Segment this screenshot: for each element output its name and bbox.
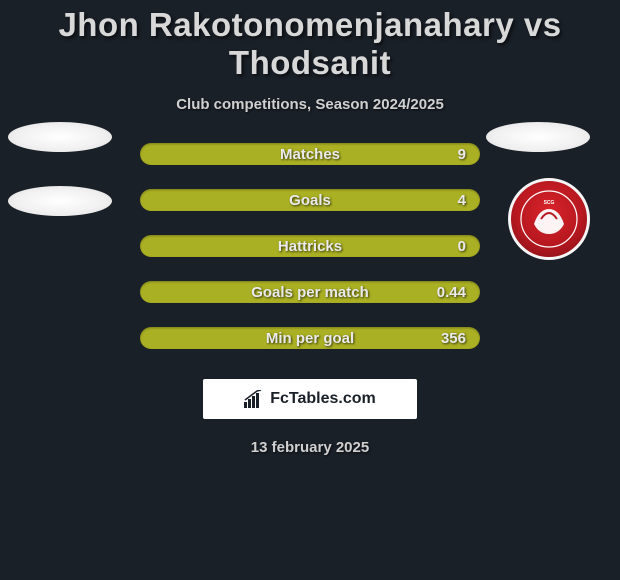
footer-brand-box[interactable]: FcTables.com <box>203 379 417 419</box>
right-badge-ellipse <box>486 122 590 152</box>
stat-bar: Hattricks 0 <box>140 235 480 257</box>
svg-text:SCG: SCG <box>544 200 555 206</box>
stat-label: Goals <box>289 192 331 209</box>
club-crest: SCG <box>508 178 590 260</box>
stat-value: 4 <box>458 192 466 209</box>
crest-graphic: SCG <box>519 189 579 249</box>
stat-bar: Min per goal 356 <box>140 327 480 349</box>
stat-label: Matches <box>280 146 340 163</box>
bar-chart-icon <box>244 390 264 408</box>
subtitle: Club competitions, Season 2024/2025 <box>0 96 620 113</box>
date-text: 13 february 2025 <box>0 439 620 456</box>
stat-label: Min per goal <box>266 330 354 347</box>
stat-value: 356 <box>441 330 466 347</box>
left-badges <box>8 122 112 216</box>
stat-bar: Matches 9 <box>140 143 480 165</box>
stat-value: 9 <box>458 146 466 163</box>
stat-label: Goals per match <box>251 284 369 301</box>
stat-value: 0 <box>458 238 466 255</box>
stat-label: Hattricks <box>278 238 342 255</box>
page-title: Jhon Rakotonomenjanahary vs Thodsanit <box>0 6 620 82</box>
ellipse-badge <box>8 186 112 216</box>
stat-value: 0.44 <box>437 284 466 301</box>
stat-bar: Goals 4 <box>140 189 480 211</box>
ellipse-badge <box>8 122 112 152</box>
stat-bar: Goals per match 0.44 <box>140 281 480 303</box>
footer-brand-text: FcTables.com <box>270 390 376 408</box>
